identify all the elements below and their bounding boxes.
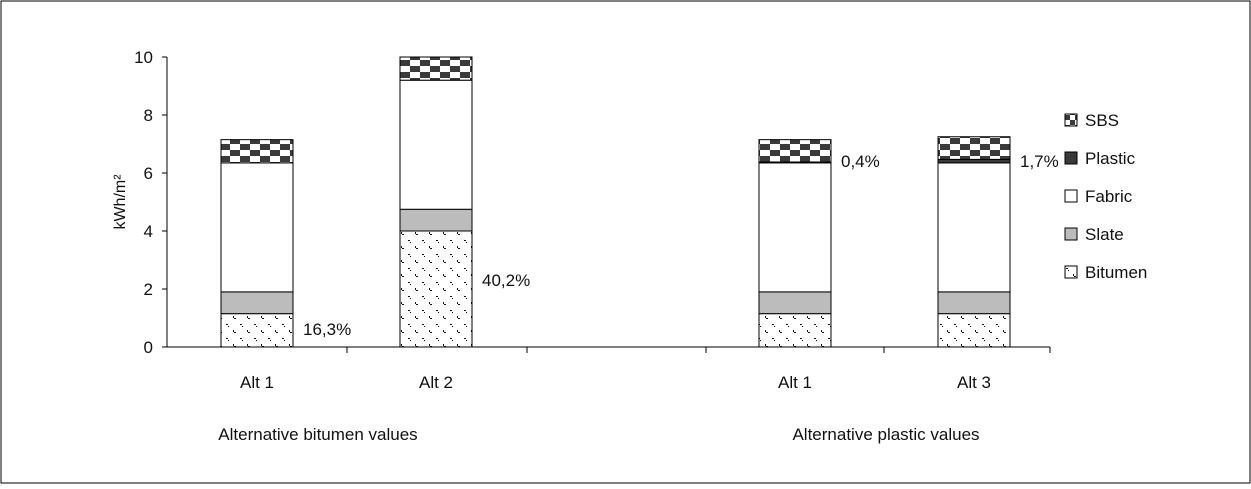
legend-label: Bitumen [1085, 263, 1147, 282]
bar-segment-plastic [937, 158, 1011, 164]
y-tick-label: 4 [144, 222, 153, 241]
legend-swatch-fabric [1064, 189, 1078, 203]
y-tick-label: 0 [144, 338, 153, 357]
bar-segment-bitumen [220, 313, 294, 348]
bar-segment-slate [937, 291, 1011, 315]
x-category-label: Alt 3 [957, 373, 991, 392]
bar-segment-sbs [937, 136, 1011, 160]
legend-swatch-bitumen [1064, 265, 1078, 279]
data-annotation: 0,4% [841, 152, 880, 171]
bar-segment-bitumen [937, 313, 1011, 348]
bar-segment-slate [399, 208, 473, 232]
bar-segment-fabric [220, 162, 294, 293]
bar-segment-sbs [758, 139, 832, 163]
bar-segment-sbs [399, 56, 473, 81]
legend-swatch-slate [1064, 227, 1078, 241]
x-category-label: Alt 2 [419, 373, 453, 392]
bar-segment-sbs [220, 139, 294, 164]
plot-area: 0 2 4 6 8 10 kWh/m² Alt 1 16,3% Alt 2 40,2% Alt 1 0,… [112, 48, 1147, 444]
legend-label: Plastic [1085, 149, 1136, 168]
legend-swatch-sbs [1064, 113, 1078, 127]
data-annotation: 1,7% [1020, 152, 1059, 171]
x-category-label: Alt 1 [778, 373, 812, 392]
group-label: Alternative plastic values [792, 425, 979, 444]
bar-segment-fabric [758, 162, 832, 293]
y-tick-label: 2 [144, 280, 153, 299]
y-tick-label: 8 [144, 106, 153, 125]
legend-label: Fabric [1085, 187, 1133, 206]
y-tick-label: 10 [134, 48, 153, 67]
group-label: Alternative bitumen values [218, 425, 417, 444]
bar-segment-bitumen [399, 230, 473, 348]
bar-segment-bitumen [758, 313, 832, 348]
x-category-label: Alt 1 [240, 373, 274, 392]
legend-swatch-plastic [1064, 151, 1078, 165]
bar-segment-fabric [399, 79, 473, 210]
bar-segment-slate [758, 291, 832, 315]
y-tick-label: 6 [144, 164, 153, 183]
legend-label: SBS [1085, 111, 1119, 130]
data-annotation: 40,2% [482, 271, 530, 290]
bar-segment-fabric [937, 162, 1011, 293]
legend-label: Slate [1085, 225, 1124, 244]
bar-segment-slate [220, 291, 294, 315]
y-axis-label: kWh/m² [112, 174, 129, 230]
data-annotation: 16,3% [303, 320, 351, 339]
